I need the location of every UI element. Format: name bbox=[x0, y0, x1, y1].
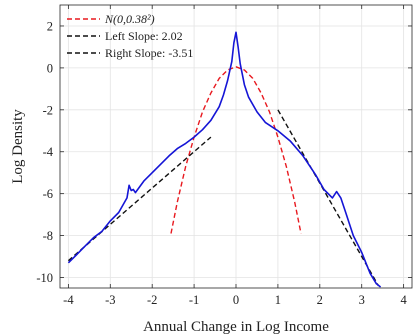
axis-ticks: -4 -3 -2 -1 0 1 2 3 420-2-4-6-8-10 bbox=[36, 5, 412, 307]
y-tick-label: -10 bbox=[36, 271, 53, 285]
x-tick-label: 1 bbox=[275, 293, 281, 307]
x-tick-label: 0 bbox=[233, 293, 239, 307]
y-tick-label: -6 bbox=[43, 187, 53, 201]
series-layer bbox=[67, 31, 382, 288]
legend-label: Left Slope: 2.02 bbox=[105, 29, 183, 43]
x-tick-label: 4 bbox=[400, 293, 407, 307]
series-line-0 bbox=[170, 66, 302, 234]
y-axis-title: Log Density bbox=[10, 109, 26, 184]
x-tick-label: -4 bbox=[63, 293, 74, 307]
y-tick-label: -8 bbox=[43, 229, 53, 243]
legend-label: Right Slope: -3.51 bbox=[105, 46, 193, 60]
y-tick-label: -4 bbox=[43, 145, 54, 159]
y-tick-label: 2 bbox=[47, 19, 53, 33]
y-tick-label: 0 bbox=[47, 61, 53, 75]
x-tick-label: -1 bbox=[189, 293, 199, 307]
series-line-2 bbox=[277, 109, 380, 287]
x-axis-title: Annual Change in Log Income bbox=[143, 319, 329, 335]
legend: N(0,0.38²) Left Slope: 2.02 Right Slope: -… bbox=[67, 12, 193, 60]
y-tick-label: -2 bbox=[43, 103, 53, 117]
series-line-3 bbox=[67, 31, 382, 288]
x-tick-label: 3 bbox=[359, 293, 365, 307]
x-tick-label: 2 bbox=[317, 293, 323, 307]
x-tick-label: -2 bbox=[147, 293, 157, 307]
grid bbox=[60, 5, 412, 288]
x-tick-label: -3 bbox=[105, 293, 115, 307]
legend-label: N(0,0.38²) bbox=[104, 12, 155, 26]
